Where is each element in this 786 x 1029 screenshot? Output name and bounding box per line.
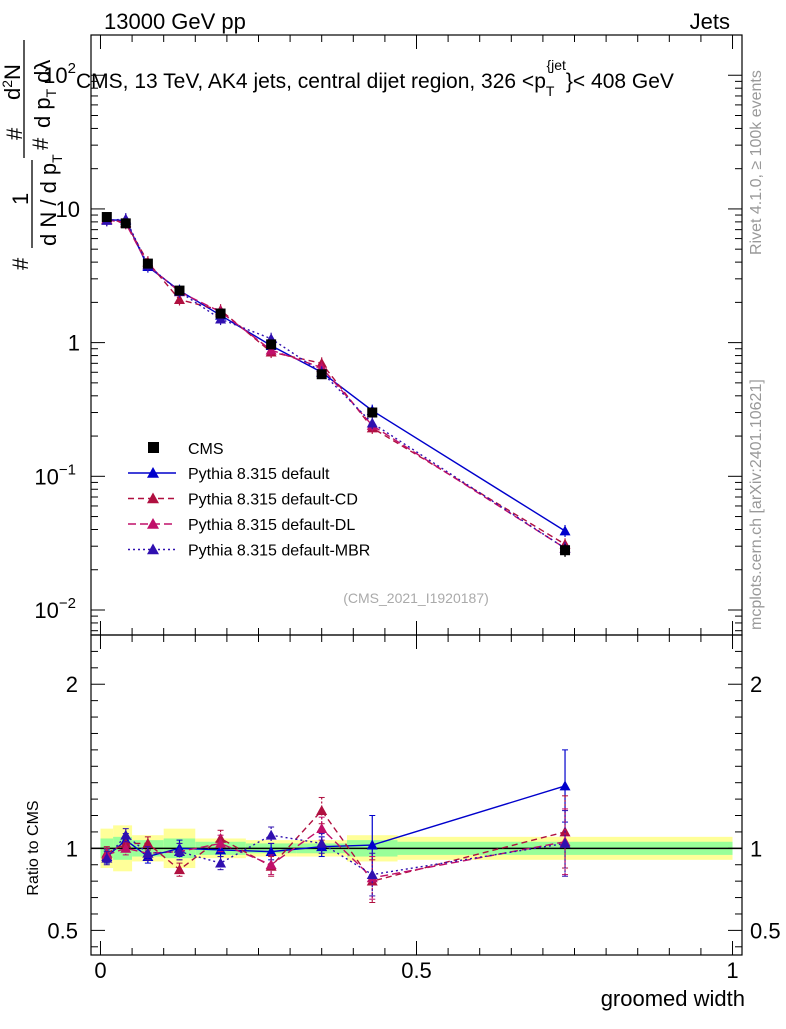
ratio-line-dl [106,827,566,879]
series-marker-default [559,525,571,536]
ratio-marker-default [265,846,277,857]
cms-marker [101,212,112,223]
main-ylabel: # 1 d N / d pT # d2N # d pTdλ [0,40,65,270]
ylabel-den: d N / d pT [36,154,65,246]
ratio-marker-dl [265,859,277,870]
ratio-marker-mbr [120,829,132,840]
x-axis-label: groomed width [601,986,745,1011]
title-text: CMS, 13 TeV, AK4 jets, central dijet reg… [76,57,674,99]
ratio-marker-mbr [101,852,113,863]
y-tick-label: 102 [43,60,76,88]
ratio-marker-cd [173,864,185,875]
ylabel-den2: d pTdλ [30,60,59,128]
cms-marker [266,339,277,350]
legend-marker-cd [147,492,159,504]
y-tick-label: 10 [56,197,80,222]
ratio-y-tick-label: 0.5 [47,918,78,943]
ratio-marker-mbr [316,837,328,848]
header-collision: 13000 GeV pp [104,9,246,34]
cms-marker [367,407,378,418]
analysis-watermark: (CMS_2021_I1920187) [343,590,489,606]
legend-marker-mbr [147,543,159,555]
ratio-marker-mbr [173,846,185,857]
ratio-marker-mbr [265,829,277,840]
ratio-marker-mbr [366,869,378,879]
ratio-y-tick-label-right: 0.5 [750,918,781,943]
ylabel-one: 1 [8,193,33,205]
header-process: Jets [690,9,730,34]
ratio-marker-cd [142,837,154,848]
ratio-line-mbr [106,834,566,876]
y-tick-label: 1 [68,331,80,356]
ratio-marker-dl [316,823,328,834]
ylabel-num: d2N [0,64,25,100]
rivet-label: Rivet 4.1.0, ≥ 100k events [748,70,765,255]
ratio-y-tick-label-right: 1 [750,836,762,861]
legend-label-dl: Pythia 8.315 default-DL [188,517,355,534]
legend-marker-cms [148,442,159,453]
ratio-ylabel: Ratio to CMS [25,800,42,895]
ratio-marker-mbr [559,837,571,848]
x-tick-label: 0 [94,958,106,983]
y-tick-label: 10−1 [34,461,76,489]
legend-label-cd: Pythia 8.315 default-CD [188,492,358,509]
ratio-marker-dl [120,842,132,853]
ratio-marker-dl [215,837,227,848]
ratio-plot-frame [90,634,743,956]
y-tick-label: 10−2 [34,595,76,623]
ratio-marker-default [559,780,571,791]
series-marker-cd [173,294,185,304]
legend-label-default: Pythia 8.315 default [188,466,330,483]
cms-marker [120,218,131,229]
cms-marker [142,258,153,269]
ratio-marker-cd [316,805,328,815]
legend-marker-dl [147,518,159,529]
ratio-marker-mbr [142,847,154,858]
x-tick-label: 1 [726,958,738,983]
ylabel-hash3: # [28,137,53,150]
ratio-y-tick-label: 1 [66,836,78,861]
series-marker-mbr [366,417,378,428]
legend-marker-default [147,467,159,478]
cms-marker [316,369,327,380]
ratio-marker-default [366,839,378,850]
ylabel-hash: # [8,257,33,270]
cms-marker [560,545,571,556]
cms-marker [174,285,185,296]
legend-label-cms: CMS [188,441,224,458]
ratio-y-tick-label: 2 [66,672,78,697]
series-line-default [106,219,566,532]
legend-label-mbr: Pythia 8.315 default-MBR [188,543,370,560]
cms-marker [215,308,226,319]
x-tick-label: 0.5 [401,958,432,983]
ylabel-hash2: # [2,127,27,140]
ratio-marker-mbr [215,857,227,868]
plot-title: CMS, 13 TeV, AK4 jets, central dijet reg… [76,57,674,99]
mcplots-label: mcplots.cern.ch [arXiv:2401.10621] [748,379,765,630]
series-marker-dl [265,344,277,355]
ratio-y-tick-label-right: 2 [750,672,762,697]
